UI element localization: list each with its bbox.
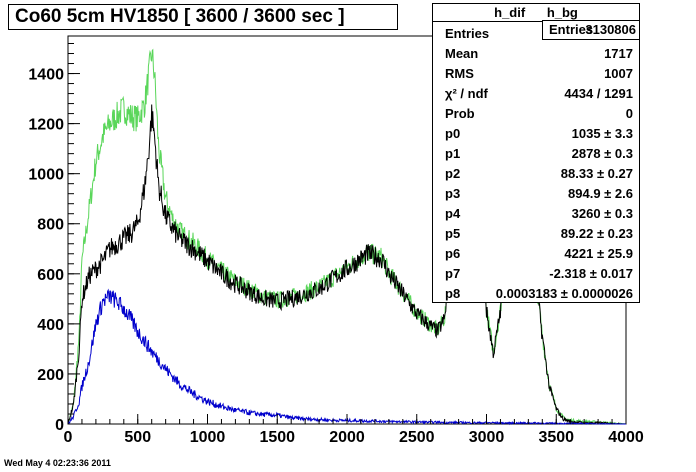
bg-entries-label: Entries	[549, 22, 594, 37]
x-tick-label: 2000	[329, 429, 365, 446]
y-tick-label: 0	[55, 417, 64, 434]
stats-row: p7 -2.318 ± 0.017	[445, 264, 633, 284]
stats-value: 894.9 ± 2.6	[568, 186, 633, 201]
stats-key: p5	[445, 226, 461, 241]
stats-value: -2.318 ± 0.017	[549, 266, 633, 281]
y-tick-label: 600	[37, 267, 64, 284]
y-tick-label: 1000	[28, 167, 64, 184]
stats-header-dif: h_dif	[494, 5, 526, 20]
stats-key: p0	[445, 126, 461, 141]
chart-title: Co60 5cm HV1850 [ 3600 / 3600 sec ]	[8, 4, 398, 30]
stats-row: p1 2878 ± 0.3	[445, 144, 633, 164]
stats-row: p0 1035 ± 3.3	[445, 124, 633, 144]
stats-row: p5 89.22 ± 0.23	[445, 224, 633, 244]
stats-value: 2878 ± 0.3	[571, 146, 633, 161]
stats-header: h_dif h_bg	[433, 4, 639, 22]
stats-key: p8	[445, 286, 461, 301]
stats-row: χ² / ndf 4434 / 1291	[445, 84, 633, 104]
stats-key: Entries	[445, 26, 490, 41]
stats-row: Prob 0	[445, 104, 633, 124]
stats-key: RMS	[445, 66, 474, 81]
stats-key: p6	[445, 246, 461, 261]
bg-entries-box: Entries 3130806	[542, 20, 640, 40]
stats-box: h_dif h_bg Entries2070618Mean1717RMS1007…	[432, 3, 640, 303]
stats-row: p2 88.33 ± 0.27	[445, 164, 633, 184]
x-tick-label: 2500	[399, 429, 435, 446]
stats-key: Prob	[445, 106, 475, 121]
stats-key: Mean	[445, 46, 479, 61]
x-tick-label: 1000	[190, 429, 226, 446]
stats-row: p3 894.9 ± 2.6	[445, 184, 633, 204]
stats-value: 4221 ± 25.9	[564, 246, 633, 261]
stats-row: p8 0.0003183 ± 0.0000026	[445, 284, 633, 304]
stats-key: p7	[445, 266, 461, 281]
stats-key: χ² / ndf	[445, 86, 488, 101]
stats-key: p1	[445, 146, 461, 161]
stats-value: 3260 ± 0.3	[571, 206, 633, 221]
y-tick-label: 1400	[28, 67, 64, 84]
stats-value: 0.0003183 ± 0.0000026	[495, 286, 633, 301]
stats-key: p4	[445, 206, 461, 221]
x-tick-label: 1500	[259, 429, 295, 446]
stats-header-bg: h_bg	[546, 5, 578, 20]
stats-value: 1007	[604, 66, 633, 81]
y-tick-label: 1200	[28, 117, 64, 134]
timestamp: Wed May 4 02:23:36 2011	[4, 458, 111, 468]
y-tick-label: 400	[37, 317, 64, 334]
stats-key: p2	[445, 166, 461, 181]
stats-value: 4434 / 1291	[564, 86, 633, 101]
stats-value: 1035 ± 3.3	[571, 126, 633, 141]
x-tick-label: 3500	[538, 429, 574, 446]
stats-value: 89.22 ± 0.23	[560, 226, 633, 241]
bg-entries-value: 3130806	[585, 22, 636, 37]
x-tick-label: 4000	[608, 429, 644, 446]
stats-row: p4 3260 ± 0.3	[445, 204, 633, 224]
stats-value: 0	[625, 106, 633, 121]
stats-row: Mean 1717	[445, 44, 633, 64]
y-tick-label: 800	[37, 217, 64, 234]
x-tick-label: 0	[64, 429, 73, 446]
stats-row: RMS 1007	[445, 64, 633, 84]
series-line-bg	[67, 288, 626, 426]
stats-value: 1717	[604, 46, 633, 61]
x-tick-label: 3000	[469, 429, 505, 446]
stats-row: p6 4221 ± 25.9	[445, 244, 633, 264]
y-tick-label: 200	[37, 367, 64, 384]
x-tick-label: 500	[124, 429, 151, 446]
stats-value: 88.33 ± 0.27	[560, 166, 633, 181]
stats-key: p3	[445, 186, 461, 201]
